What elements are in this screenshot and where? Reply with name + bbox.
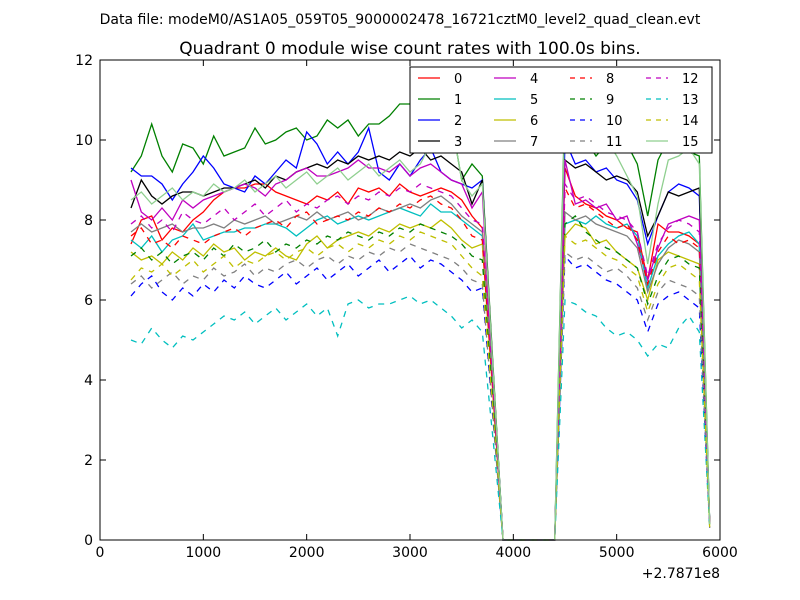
- x-tick-label: 1000: [186, 545, 222, 561]
- x-tick-label: 4000: [496, 545, 532, 561]
- series-line-15: [130, 103, 711, 541]
- series-line-9: [130, 215, 711, 541]
- series-line-4: [130, 159, 711, 541]
- series-line-7: [130, 195, 711, 541]
- x-tick-label: 3000: [392, 545, 428, 561]
- series-line-5: [130, 203, 711, 541]
- series-line-3: [130, 147, 711, 541]
- legend-label-14: 14: [682, 114, 699, 129]
- legend-label-10: 10: [606, 114, 623, 129]
- legend-label-9: 9: [606, 93, 614, 108]
- legend-box: [409, 66, 713, 154]
- legend-label-5: 5: [530, 93, 538, 108]
- series-line-10: [130, 254, 711, 541]
- series-line-2: [130, 125, 711, 541]
- legend-label-0: 0: [454, 72, 462, 87]
- legend-label-1: 1: [454, 93, 462, 108]
- y-tick-label: 4: [84, 373, 93, 389]
- legend-label-13: 13: [682, 93, 699, 108]
- chart-title: Quadrant 0 module wise count rates with …: [179, 39, 640, 59]
- series-line-14: [130, 231, 711, 541]
- legend-label-15: 15: [682, 135, 699, 150]
- y-tick-label: 6: [84, 293, 93, 309]
- legend-label-8: 8: [606, 72, 614, 87]
- y-tick-label: 10: [75, 133, 93, 149]
- figure-suptitle: Data file: modeM0/AS1A05_059T05_90000024…: [100, 12, 701, 28]
- legend-label-12: 12: [682, 72, 699, 87]
- x-tick-label: 6000: [702, 545, 738, 561]
- series-line-13: [130, 295, 711, 541]
- legend-label-3: 3: [454, 135, 462, 150]
- x-tick-label: 5000: [599, 545, 635, 561]
- series-line-8: [130, 187, 711, 541]
- x-axis: 0 1000 2000 3000 4000 5000 6000: [96, 60, 738, 561]
- legend-label-11: 11: [606, 135, 623, 150]
- x-tick-label: 0: [96, 545, 105, 561]
- y-tick-label: 12: [75, 53, 93, 69]
- x-axis-offset-label: +2.7871e8: [642, 566, 720, 582]
- y-tick-label: 8: [84, 213, 93, 229]
- legend-label-4: 4: [530, 72, 538, 87]
- series-line-11: [130, 243, 711, 541]
- series-line-12: [130, 181, 711, 541]
- legend-label-6: 6: [530, 114, 538, 129]
- y-tick-label: 2: [84, 453, 93, 469]
- plot-lines: [130, 91, 711, 541]
- y-tick-label: 0: [84, 533, 93, 549]
- legend-label-2: 2: [454, 114, 462, 129]
- legend-label-7: 7: [530, 135, 538, 150]
- x-tick-label: 2000: [289, 545, 325, 561]
